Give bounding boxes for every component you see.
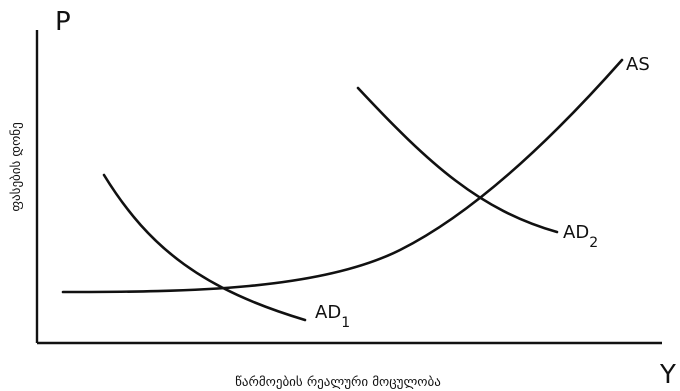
ad2-curve bbox=[356, 86, 559, 234]
y-axis-title: ფასების დონე bbox=[9, 122, 24, 211]
ad1-label-subscript: 1 bbox=[341, 315, 350, 331]
as-curve-label: AS bbox=[626, 54, 650, 75]
x-axis-title: წარმოების რეალური მოცულობა bbox=[235, 375, 441, 390]
as-curve bbox=[61, 58, 624, 294]
x-axis-symbol: Y bbox=[659, 360, 676, 390]
y-axis-symbol: P bbox=[55, 7, 71, 37]
ad2-label-main: AD bbox=[563, 222, 589, 243]
ad2-label-subscript: 2 bbox=[589, 235, 598, 251]
ad1-curve bbox=[102, 173, 307, 322]
ad2-curve-label: AD2 bbox=[563, 222, 598, 251]
ad1-label-main: AD bbox=[315, 302, 341, 323]
ad1-curve-label: AD1 bbox=[315, 302, 350, 331]
